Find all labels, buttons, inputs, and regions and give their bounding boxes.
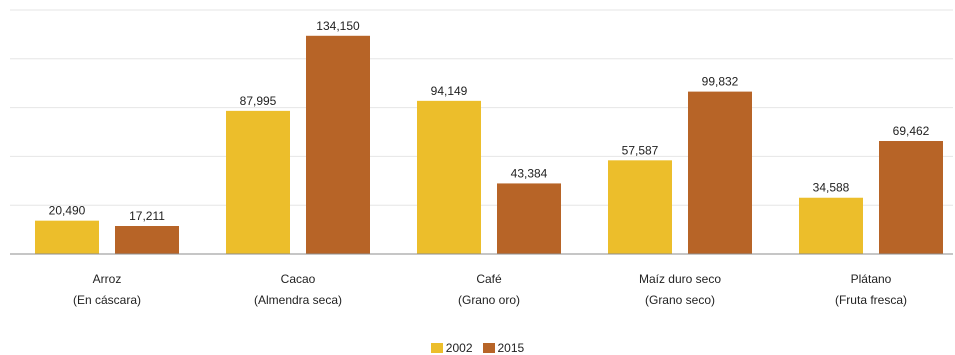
category-label-2-1: (Grano oro) (458, 293, 520, 307)
category-label-3-0: Maíz duro seco (639, 272, 721, 286)
legend-swatch-2015 (482, 343, 495, 353)
category-label-2-0: Café (476, 272, 502, 286)
legend-label-2002: 2002 (445, 341, 473, 355)
bar-2002-3 (608, 160, 672, 254)
bar-2015-2 (497, 183, 561, 254)
data-label-2015-0: 17,211 (129, 209, 165, 223)
category-label-1-1: (Almendra seca) (254, 293, 342, 307)
category-label-3-1: (Grano seco) (645, 293, 715, 307)
category-label-1-0: Cacao (281, 272, 316, 286)
bar-2002-4 (799, 197, 863, 254)
bar-2002-1 (226, 110, 290, 254)
data-label-2015-1: 134,150 (316, 19, 360, 33)
bar-2002-0 (35, 220, 99, 254)
legend-swatch-2002 (430, 343, 443, 353)
data-label-2015-4: 69,462 (893, 124, 930, 138)
data-label-2015-3: 99,832 (702, 75, 739, 89)
legend-item-2015: 2015 (482, 341, 525, 355)
category-label-4-0: Plátano (851, 272, 892, 286)
category-label-0-0: Arroz (93, 272, 122, 286)
data-label-2002-2: 94,149 (431, 84, 468, 98)
legend-label-2015: 2015 (497, 341, 525, 355)
legend-item-2002: 2002 (430, 341, 473, 355)
category-label-0-1: (En cáscara) (73, 293, 141, 307)
data-label-2015-2: 43,384 (511, 166, 548, 180)
bar-2015-3 (688, 91, 752, 254)
bar-2002-2 (417, 100, 481, 255)
bar-2015-1 (306, 35, 370, 254)
bar-2015-4 (879, 141, 943, 254)
bar-2015-0 (115, 226, 179, 254)
category-label-4-1: (Fruta fresca) (835, 293, 907, 307)
data-label-2002-0: 20,490 (49, 204, 86, 218)
data-label-2002-4: 34,588 (813, 181, 850, 195)
data-label-2002-3: 57,587 (622, 143, 659, 157)
legend: 2002 2015 (0, 341, 955, 355)
data-label-2002-1: 87,995 (240, 94, 277, 108)
